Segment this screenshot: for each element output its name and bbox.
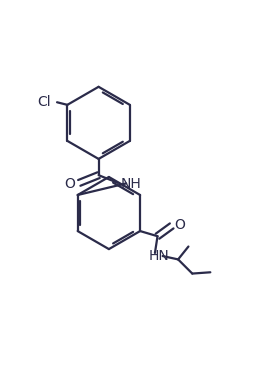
Text: HN: HN xyxy=(148,248,169,262)
Text: Cl: Cl xyxy=(37,95,51,109)
Text: O: O xyxy=(174,218,185,232)
Text: NH: NH xyxy=(120,177,141,191)
Text: O: O xyxy=(64,177,75,191)
